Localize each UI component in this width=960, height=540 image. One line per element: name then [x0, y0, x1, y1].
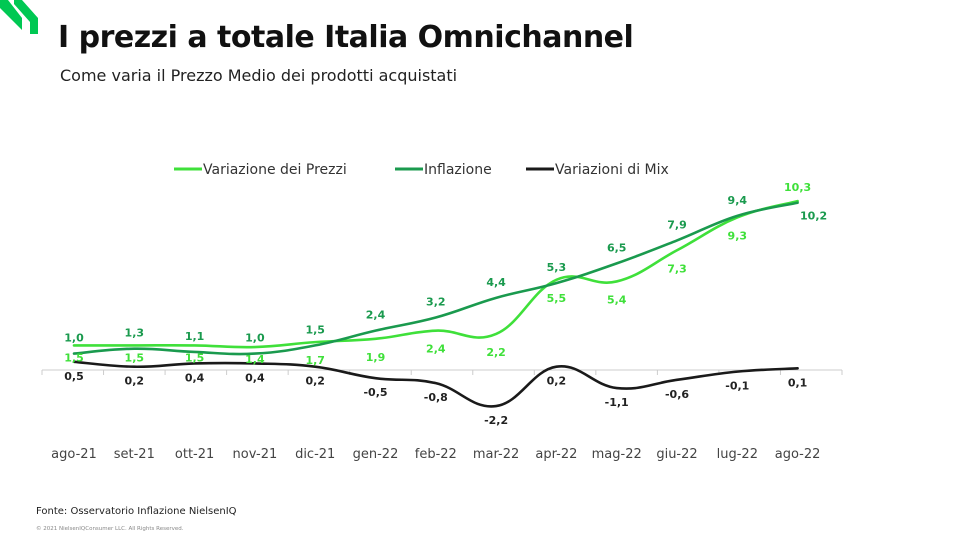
series-variazione-prezzi-data-label: 2,2: [486, 346, 506, 359]
series-inflazione-data-label: 1,1: [185, 330, 205, 343]
series-variazione-prezzi-data-label: 1,7: [305, 354, 325, 367]
copyright-note: © 2021 NielsenIQConsumer LLC. All Rights…: [36, 526, 184, 532]
series-inflazione-data-label: 1,3: [125, 327, 145, 340]
series-variazione-prezzi-data-label: 1,5: [64, 351, 84, 364]
series-variazioni-mix-data-label: -1,1: [605, 396, 629, 409]
series-variazioni-mix-data-label: 0,2: [125, 375, 145, 388]
series-variazione-prezzi-data-label: 5,4: [607, 293, 627, 306]
series-variazione-prezzi-data-label: 9,3: [728, 229, 748, 242]
series-variazione-prezzi-data-label: 1,9: [366, 351, 386, 364]
series-inflazione-data-label: 1,0: [245, 332, 265, 345]
series-inflazione-data-label: 10,2: [800, 210, 827, 223]
legend-label: Variazioni di Mix: [555, 162, 669, 178]
series-inflazione-data-label: 2,4: [366, 309, 386, 322]
series-variazioni-mix-line: [72, 360, 799, 408]
x-tick-label: gen-22: [353, 447, 399, 462]
series-inflazione-data-label: 6,5: [607, 241, 627, 254]
series-variazioni-mix-data-label: 0,5: [64, 370, 84, 383]
series-variazioni-mix-data-label: 0,4: [245, 371, 265, 384]
series-inflazione-data-label: 7,9: [667, 218, 687, 231]
x-tick-label: set-21: [114, 447, 155, 462]
series-variazione-prezzi-data-label: 1,5: [185, 351, 205, 364]
line-chart: ago-21 set-21 ott-21 nov-21 dic-21 gen-22 feb-…: [41, 162, 843, 462]
x-tick-label: ago-22: [775, 447, 821, 462]
series-inflazione-data-label: 4,4: [486, 276, 506, 289]
x-tick-label: giu-22: [656, 447, 697, 462]
series-inflazione-data-label: 1,5: [305, 323, 325, 336]
series-variazione-prezzi-data-label: 1,4: [245, 353, 265, 366]
series-variazione-prezzi-data-label: 2,4: [426, 343, 446, 356]
source-note: Fonte: Osservatorio Inflazione NielsenIQ: [36, 506, 237, 517]
series-inflazione-line: [72, 201, 799, 356]
series-variazioni-mix-data-label: -0,1: [725, 380, 749, 393]
x-tick-label: lug-22: [717, 447, 758, 462]
series-variazioni-mix-data-label: -0,8: [424, 391, 448, 404]
x-tick-label: ott-21: [175, 447, 214, 462]
series-variazioni-mix-data-label: -0,6: [665, 388, 689, 401]
series-inflazione-data-label: 9,4: [728, 194, 748, 207]
x-tick-label: apr-22: [535, 447, 577, 462]
series-variazioni-mix-data-label: 0,1: [788, 376, 808, 389]
series-variazioni-mix-data-label: -0,5: [363, 386, 387, 399]
series-inflazione-data-label: 1,0: [64, 332, 84, 345]
series-variazioni-mix-data-label: 0,2: [547, 375, 567, 388]
series-inflazione-data-label: 5,3: [547, 261, 567, 274]
series-variazione-prezzi-data-label: 1,5: [125, 351, 145, 364]
legend-label: Variazione dei Prezzi: [203, 162, 347, 178]
legend-label: Inflazione: [424, 162, 492, 178]
series-variazione-prezzi-data-label: 5,5: [547, 292, 567, 305]
series-variazione-prezzi-data-label: 7,3: [667, 262, 687, 275]
series-variazioni-mix-data-label: -2,2: [484, 414, 508, 427]
x-tick-label: mag-22: [592, 447, 642, 462]
series-variazioni-mix-data-label: 0,2: [305, 375, 325, 388]
page-subtitle: Come varia il Prezzo Medio dei prodotti …: [60, 66, 458, 85]
brand-logo-icon: [0, 0, 38, 34]
series-inflazione-data-label: 3,2: [426, 296, 446, 309]
x-tick-label: nov-21: [233, 447, 278, 462]
series-variazione-prezzi-line: [72, 199, 799, 349]
x-tick-label: feb-22: [415, 447, 457, 462]
x-tick-label: ago-21: [51, 447, 97, 462]
x-tick-label: mar-22: [473, 447, 519, 462]
series-variazioni-mix-data-label: 0,4: [185, 371, 205, 384]
x-tick-label: dic-21: [295, 447, 335, 462]
page-title: I prezzi a totale Italia Omnichannel: [58, 20, 634, 55]
series-variazione-prezzi-data-label: 10,3: [784, 181, 811, 194]
